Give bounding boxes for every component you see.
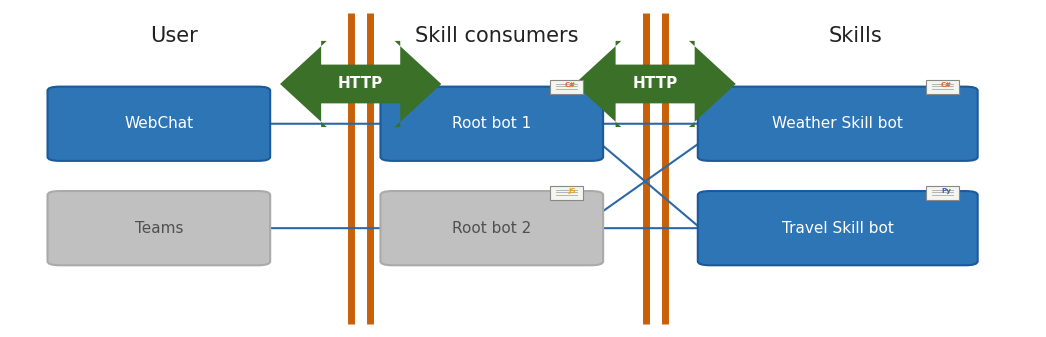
Text: JS: JS [569, 188, 576, 194]
FancyBboxPatch shape [698, 87, 978, 161]
Polygon shape [574, 41, 735, 127]
Text: User: User [151, 26, 199, 46]
Text: HTTP: HTTP [338, 76, 383, 91]
FancyBboxPatch shape [550, 80, 584, 94]
Polygon shape [280, 41, 441, 127]
Text: HTTP: HTTP [633, 76, 678, 91]
FancyBboxPatch shape [926, 80, 959, 94]
Text: Py: Py [941, 188, 952, 194]
Text: C#: C# [940, 82, 952, 88]
Text: WebChat: WebChat [124, 116, 194, 131]
Text: Root bot 2: Root bot 2 [452, 221, 531, 236]
FancyBboxPatch shape [550, 186, 584, 200]
Text: Weather Skill bot: Weather Skill bot [772, 116, 903, 131]
Text: C#: C# [565, 82, 576, 88]
Text: Teams: Teams [135, 221, 183, 236]
Text: Skills: Skills [829, 26, 883, 46]
FancyBboxPatch shape [926, 186, 959, 200]
FancyBboxPatch shape [381, 191, 604, 265]
FancyBboxPatch shape [381, 87, 604, 161]
Text: Travel Skill bot: Travel Skill bot [781, 221, 893, 236]
Text: Root bot 1: Root bot 1 [452, 116, 531, 131]
Text: Skill consumers: Skill consumers [415, 26, 578, 46]
FancyBboxPatch shape [698, 191, 978, 265]
FancyBboxPatch shape [47, 87, 270, 161]
FancyBboxPatch shape [47, 191, 270, 265]
